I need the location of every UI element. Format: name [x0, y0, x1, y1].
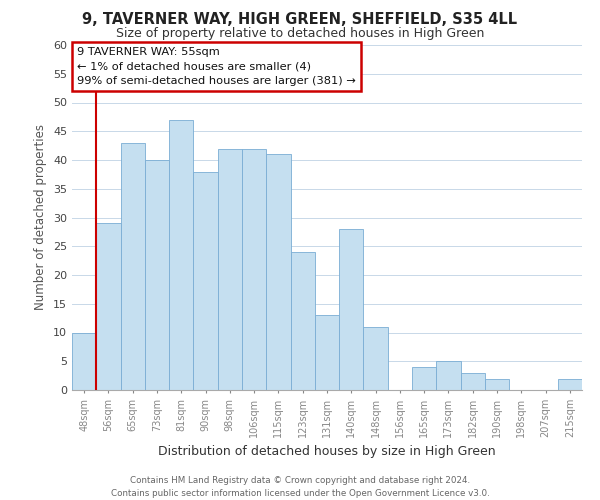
Bar	[412, 367, 436, 390]
Text: Contains HM Land Registry data © Crown copyright and database right 2024.
Contai: Contains HM Land Registry data © Crown c…	[110, 476, 490, 498]
Bar	[461, 373, 485, 390]
Bar	[121, 143, 145, 390]
Bar	[96, 223, 121, 390]
Bar	[339, 229, 364, 390]
Bar	[145, 160, 169, 390]
Bar	[558, 378, 582, 390]
Bar	[169, 120, 193, 390]
Text: 9 TAVERNER WAY: 55sqm
← 1% of detached houses are smaller (4)
99% of semi-detach: 9 TAVERNER WAY: 55sqm ← 1% of detached h…	[77, 46, 356, 86]
Bar	[364, 327, 388, 390]
Bar	[315, 316, 339, 390]
Bar	[193, 172, 218, 390]
Bar	[242, 148, 266, 390]
Bar	[72, 332, 96, 390]
Y-axis label: Number of detached properties: Number of detached properties	[34, 124, 47, 310]
Text: Size of property relative to detached houses in High Green: Size of property relative to detached ho…	[116, 28, 484, 40]
Bar	[218, 148, 242, 390]
Bar	[436, 361, 461, 390]
Text: 9, TAVERNER WAY, HIGH GREEN, SHEFFIELD, S35 4LL: 9, TAVERNER WAY, HIGH GREEN, SHEFFIELD, …	[82, 12, 518, 28]
Bar	[290, 252, 315, 390]
Bar	[485, 378, 509, 390]
Bar	[266, 154, 290, 390]
X-axis label: Distribution of detached houses by size in High Green: Distribution of detached houses by size …	[158, 446, 496, 458]
